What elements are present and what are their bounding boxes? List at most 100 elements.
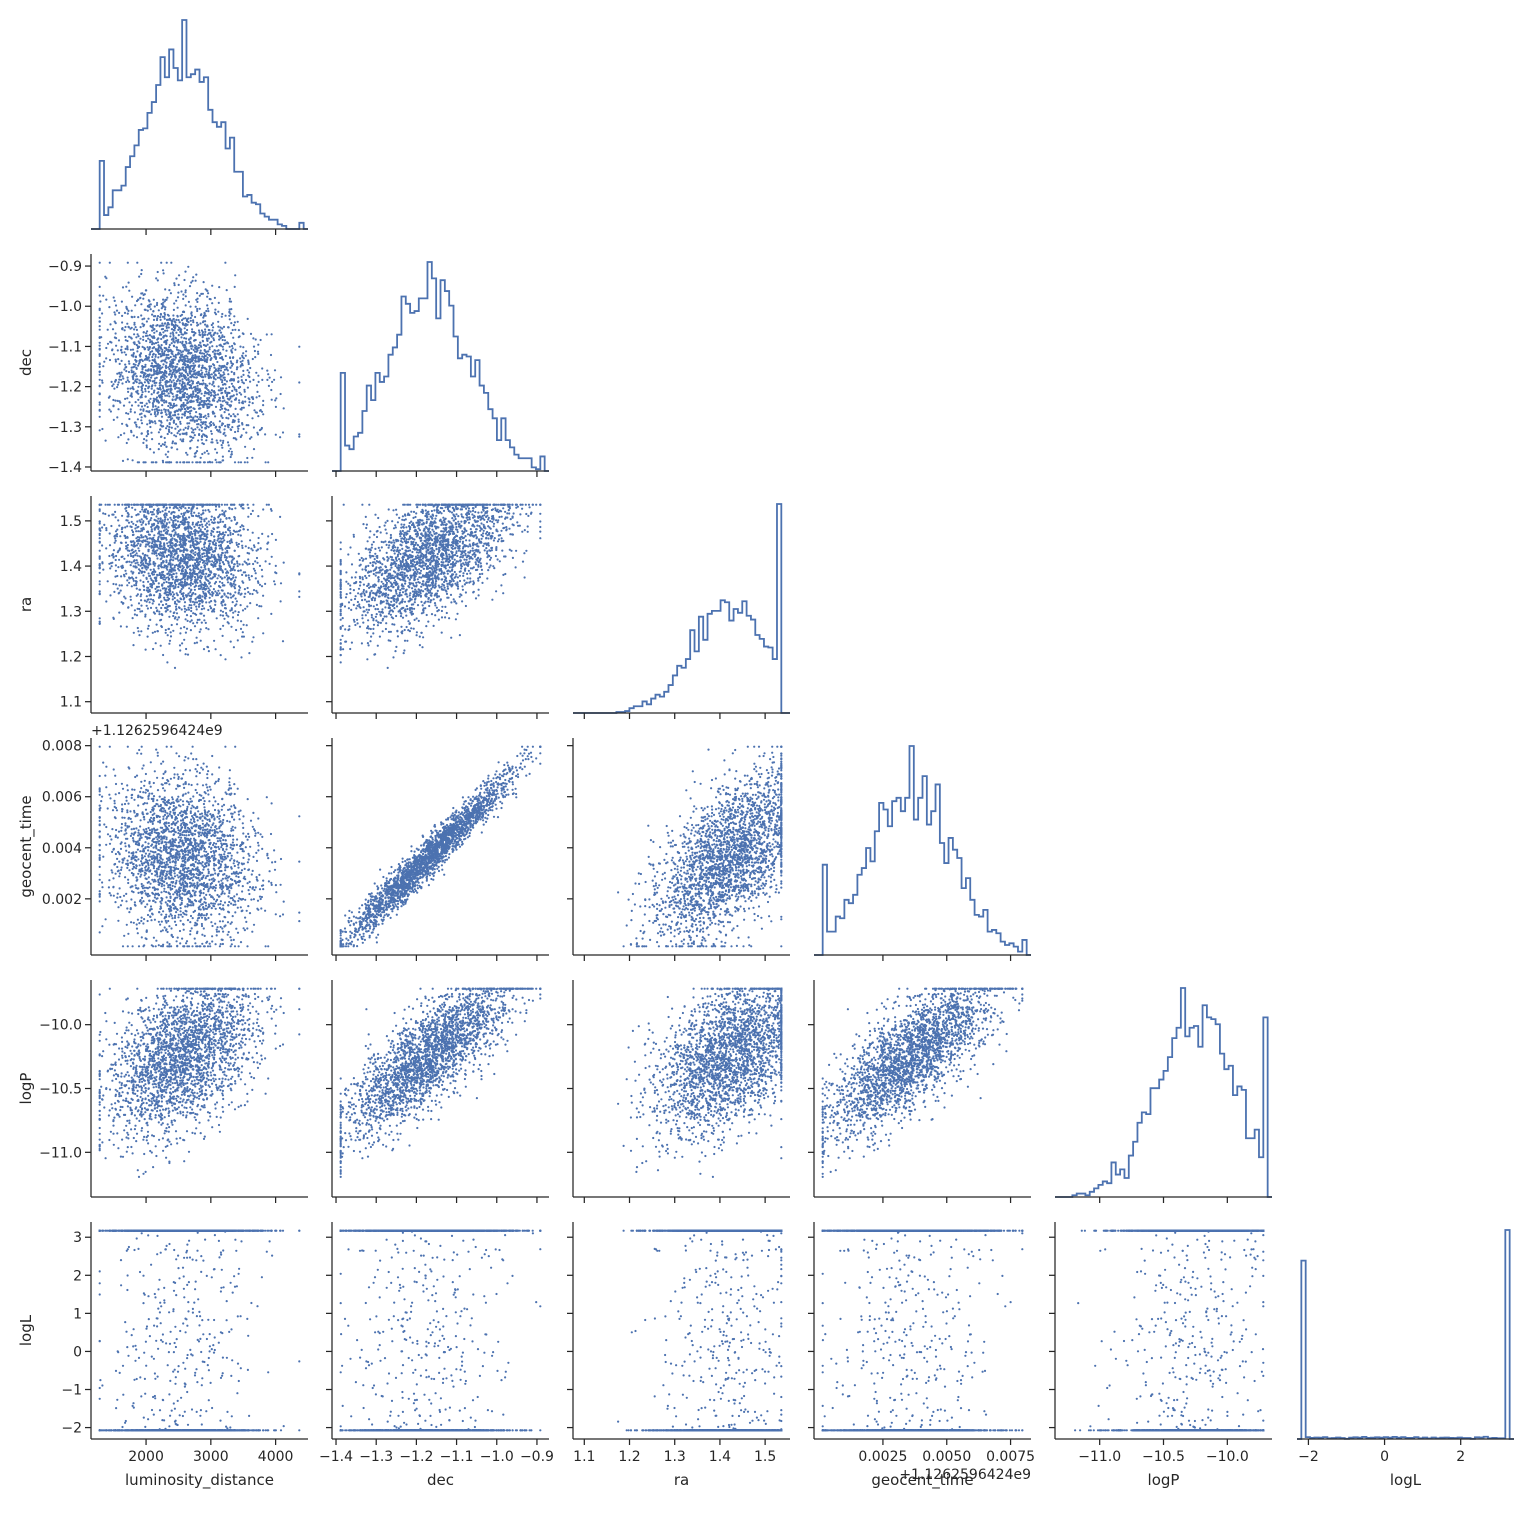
scatter-point	[198, 527, 200, 529]
scatter-point	[142, 408, 144, 410]
scatter-point	[180, 336, 182, 338]
scatter-point	[193, 512, 195, 514]
scatter-point	[146, 375, 148, 377]
scatter-point	[184, 377, 186, 379]
scatter-point	[189, 367, 191, 369]
scatter-point	[170, 376, 172, 378]
scatter-point	[248, 547, 250, 549]
scatter-point	[174, 414, 176, 416]
scatter-point	[141, 432, 143, 434]
scatter-point	[166, 262, 168, 264]
scatter-point	[147, 386, 149, 388]
scatter-point	[142, 339, 144, 341]
scatter-point	[179, 433, 181, 435]
scatter-point	[215, 459, 217, 461]
scatter-point	[218, 335, 220, 337]
scatter-point	[176, 461, 178, 463]
scatter-point	[245, 379, 247, 381]
scatter-point	[179, 356, 181, 358]
scatter-point	[186, 329, 188, 331]
scatter-point	[161, 416, 163, 418]
scatter-point	[169, 544, 171, 546]
scatter-point	[195, 387, 197, 389]
scatter-point	[99, 533, 101, 535]
scatter-point	[172, 331, 174, 333]
scatter-point	[132, 534, 134, 536]
scatter-point	[179, 350, 181, 352]
scatter-point	[181, 375, 183, 377]
scatter-point	[109, 262, 111, 264]
scatter-point	[185, 332, 187, 334]
scatter-point	[231, 383, 233, 385]
scatter-point	[236, 393, 238, 395]
scatter-point	[176, 612, 178, 614]
scatter-point	[196, 608, 198, 610]
scatter-point	[194, 434, 196, 436]
scatter-point	[167, 354, 169, 356]
scatter-point	[181, 384, 183, 386]
scatter-point	[132, 459, 134, 461]
scatter-point	[176, 603, 178, 605]
scatter-point	[125, 412, 127, 414]
scatter-point	[228, 413, 230, 415]
scatter-point	[108, 555, 110, 557]
scatter-point	[208, 371, 210, 373]
scatter-point	[235, 399, 237, 401]
scatter-point	[117, 358, 119, 360]
scatter-point	[156, 350, 158, 352]
scatter-point	[202, 595, 204, 597]
scatter-point	[200, 369, 202, 371]
scatter-point	[157, 356, 159, 358]
scatter-point	[109, 323, 111, 325]
scatter-point	[152, 406, 154, 408]
scatter-point	[134, 421, 136, 423]
scatter-point	[138, 550, 140, 552]
scatter-point	[183, 382, 185, 384]
scatter-point	[105, 529, 107, 531]
scatter-point	[232, 347, 234, 349]
scatter-point	[127, 606, 129, 608]
scatter-point	[169, 379, 171, 381]
scatter-point	[108, 306, 110, 308]
scatter-point	[158, 420, 160, 422]
scatter-point	[252, 337, 254, 339]
scatter-point	[177, 432, 179, 434]
scatter-point	[145, 568, 147, 570]
scatter-point	[121, 542, 123, 544]
scatter-point	[156, 319, 158, 321]
scatter-point	[131, 296, 133, 298]
scatter-point	[200, 457, 202, 459]
scatter-point	[202, 526, 204, 528]
scatter-point	[159, 367, 161, 369]
scatter-point	[248, 404, 250, 406]
scatter-point	[215, 350, 217, 352]
scatter-point	[138, 342, 140, 344]
scatter-point	[147, 607, 149, 609]
scatter-point	[245, 545, 247, 547]
scatter-point	[161, 375, 163, 377]
scatter-point	[190, 544, 192, 546]
scatter-point	[244, 391, 246, 393]
scatter-point	[222, 459, 224, 461]
scatter-point	[237, 620, 239, 622]
scatter-point	[298, 573, 300, 575]
scatter-point	[127, 458, 129, 460]
scatter-point	[256, 391, 258, 393]
scatter-point	[149, 334, 151, 336]
scatter-point	[171, 374, 173, 376]
scatter-point	[160, 436, 162, 438]
scatter-point	[155, 607, 157, 609]
scatter-point	[140, 409, 142, 411]
scatter-point	[128, 401, 130, 403]
scatter-point	[204, 324, 206, 326]
scatter-point	[123, 351, 125, 353]
scatter-point	[144, 348, 146, 350]
scatter-point	[102, 365, 104, 367]
scatter-point	[218, 302, 220, 304]
scatter-point	[135, 361, 137, 363]
scatter-point	[237, 534, 239, 536]
scatter-point	[248, 397, 250, 399]
scatter-point	[159, 379, 161, 381]
scatter-point	[253, 346, 255, 348]
